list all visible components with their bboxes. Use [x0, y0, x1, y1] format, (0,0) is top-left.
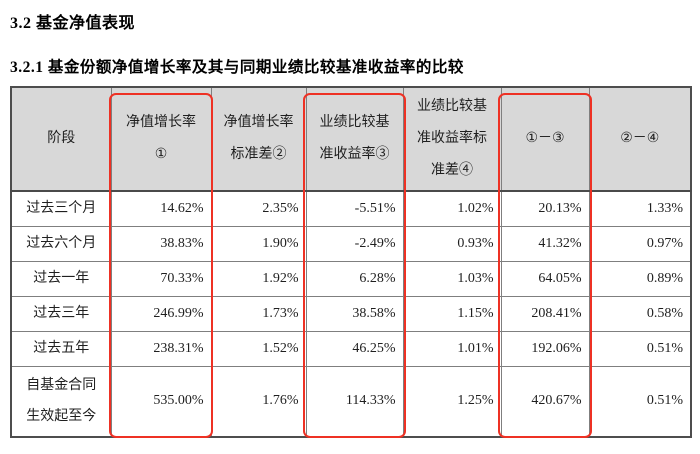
- fund-performance-table: 阶段 净值增长率 ① 净值增长率 标准差② 业绩比较基 准收益率③ 业绩比较基 …: [10, 86, 692, 438]
- value-cell: 0.58%: [588, 295, 692, 332]
- value-cell: 64.05%: [500, 260, 590, 297]
- value-cell: 1.15%: [402, 295, 502, 332]
- value-cell: 1.76%: [210, 365, 307, 438]
- value-cell: -5.51%: [305, 190, 404, 227]
- value-cell: 20.13%: [500, 190, 590, 227]
- value-cell: 208.41%: [500, 295, 590, 332]
- col-header-benchmark-return: 业绩比较基 准收益率③: [305, 86, 404, 192]
- value-cell: 420.67%: [500, 365, 590, 438]
- value-cell: 1.03%: [402, 260, 502, 297]
- value-cell: 0.51%: [588, 330, 692, 367]
- value-cell: 2.35%: [210, 190, 307, 227]
- value-cell: 1.73%: [210, 295, 307, 332]
- value-cell: 0.93%: [402, 225, 502, 262]
- period-cell: 过去三年: [10, 295, 112, 332]
- value-cell: 238.31%: [110, 330, 212, 367]
- col-header-diff-2-4: ②－④: [588, 86, 692, 192]
- period-cell: 过去三个月: [10, 190, 112, 227]
- value-cell: 46.25%: [305, 330, 404, 367]
- value-cell: 38.58%: [305, 295, 404, 332]
- col-header-benchmark-stddev: 业绩比较基 准收益率标 准差④: [402, 86, 502, 192]
- period-cell: 过去一年: [10, 260, 112, 297]
- value-cell: 14.62%: [110, 190, 212, 227]
- header-row: 阶段 净值增长率 ① 净值增长率 标准差② 业绩比较基 准收益率③ 业绩比较基 …: [10, 86, 692, 192]
- value-cell: 1.92%: [210, 260, 307, 297]
- value-cell: 192.06%: [500, 330, 590, 367]
- col-header-diff-1-3: ①－③: [500, 86, 590, 192]
- period-cell: 过去六个月: [10, 225, 112, 262]
- value-cell: 41.32%: [500, 225, 590, 262]
- value-cell: -2.49%: [305, 225, 404, 262]
- period-cell: 过去五年: [10, 330, 112, 367]
- value-cell: 114.33%: [305, 365, 404, 438]
- period-cell: 自基金合同 生效起至今: [10, 365, 112, 438]
- table-row-past-6-months: 过去六个月 38.83% 1.90% -2.49% 0.93% 41.32% 0…: [10, 225, 692, 262]
- value-cell: 1.25%: [402, 365, 502, 438]
- value-cell: 1.90%: [210, 225, 307, 262]
- table-row-past-3-years: 过去三年 246.99% 1.73% 38.58% 1.15% 208.41% …: [10, 295, 692, 332]
- col-header-nav-growth-stddev: 净值增长率 标准差②: [210, 86, 307, 192]
- col-header-nav-growth: 净值增长率 ①: [110, 86, 212, 192]
- value-cell: 0.97%: [588, 225, 692, 262]
- value-cell: 0.89%: [588, 260, 692, 297]
- value-cell: 246.99%: [110, 295, 212, 332]
- col-header-period: 阶段: [10, 86, 112, 192]
- table-row-since-inception: 自基金合同 生效起至今 535.00% 1.76% 114.33% 1.25% …: [10, 365, 692, 438]
- value-cell: 1.33%: [588, 190, 692, 227]
- value-cell: 70.33%: [110, 260, 212, 297]
- table-row-past-5-years: 过去五年 238.31% 1.52% 46.25% 1.01% 192.06% …: [10, 330, 692, 367]
- value-cell: 1.01%: [402, 330, 502, 367]
- value-cell: 1.52%: [210, 330, 307, 367]
- value-cell: 1.02%: [402, 190, 502, 227]
- value-cell: 38.83%: [110, 225, 212, 262]
- value-cell: 0.51%: [588, 365, 692, 438]
- table-row-past-1-year: 过去一年 70.33% 1.92% 6.28% 1.03% 64.05% 0.8…: [10, 260, 692, 297]
- value-cell: 6.28%: [305, 260, 404, 297]
- section-title: 3.2 基金净值表现: [10, 15, 136, 32]
- subsection-title: 3.2.1 基金份额净值增长率及其与同期业绩比较基准收益率的比较: [10, 59, 464, 76]
- table-row-past-3-months: 过去三个月 14.62% 2.35% -5.51% 1.02% 20.13% 1…: [10, 190, 692, 227]
- value-cell: 535.00%: [110, 365, 212, 438]
